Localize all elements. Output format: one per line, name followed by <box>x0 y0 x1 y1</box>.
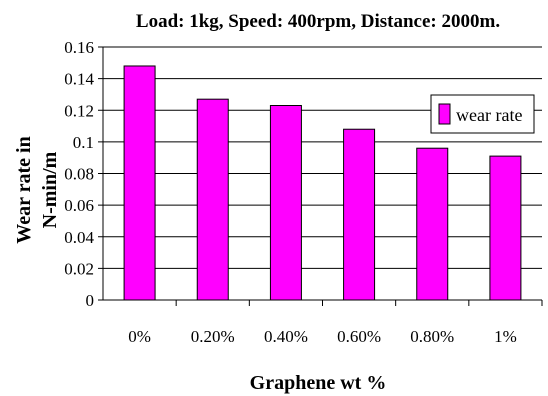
y-tick-label: 0.06 <box>64 196 94 215</box>
x-tick-label: 0.60% <box>337 327 381 346</box>
y-tick-label: 0.12 <box>64 101 94 120</box>
y-tick-label: 0.16 <box>64 38 94 57</box>
y-axis-title: Wear rate in N-min/m <box>13 136 61 243</box>
y-tick-label: 0.04 <box>64 228 94 247</box>
y-tick-label: 0.08 <box>64 165 94 184</box>
y-axis-title-line-2: N-min/m <box>39 151 61 228</box>
y-tick-label: 0 <box>86 291 95 310</box>
x-tick-label: 0.80% <box>410 327 454 346</box>
gridlines <box>103 46 542 269</box>
bar <box>269 105 302 301</box>
y-tick-label: 0.1 <box>73 133 94 152</box>
legend-swatch <box>438 103 451 125</box>
legend-label: wear rate <box>456 105 522 125</box>
x-axis-title: Graphene wt % <box>250 372 387 394</box>
bar <box>489 155 522 301</box>
y-tick-labels: 0 0.02 0.04 0.06 0.08 0.1 0.12 0.14 0.16 <box>64 38 103 310</box>
chart-title: Load: 1kg, Speed: 400rpm, Distance: 2000… <box>136 11 500 32</box>
x-tick-label: 0.20% <box>191 327 235 346</box>
bars <box>123 65 522 301</box>
y-axis-title-line-1: Wear rate in <box>13 136 35 243</box>
legend: wear rate <box>430 94 535 134</box>
x-tick-labels: 0% 0.20% 0.40% 0.60% 0.80% 1% <box>128 300 543 346</box>
y-tick-label: 0.14 <box>64 70 94 89</box>
bar <box>123 65 156 301</box>
bar <box>196 98 229 301</box>
bar <box>416 147 449 301</box>
x-tick-label: 0.40% <box>264 327 308 346</box>
bar <box>343 128 376 301</box>
x-tick-label: 1% <box>494 327 517 346</box>
x-tick-label: 0% <box>128 327 151 346</box>
y-tick-label: 0.02 <box>64 259 94 278</box>
